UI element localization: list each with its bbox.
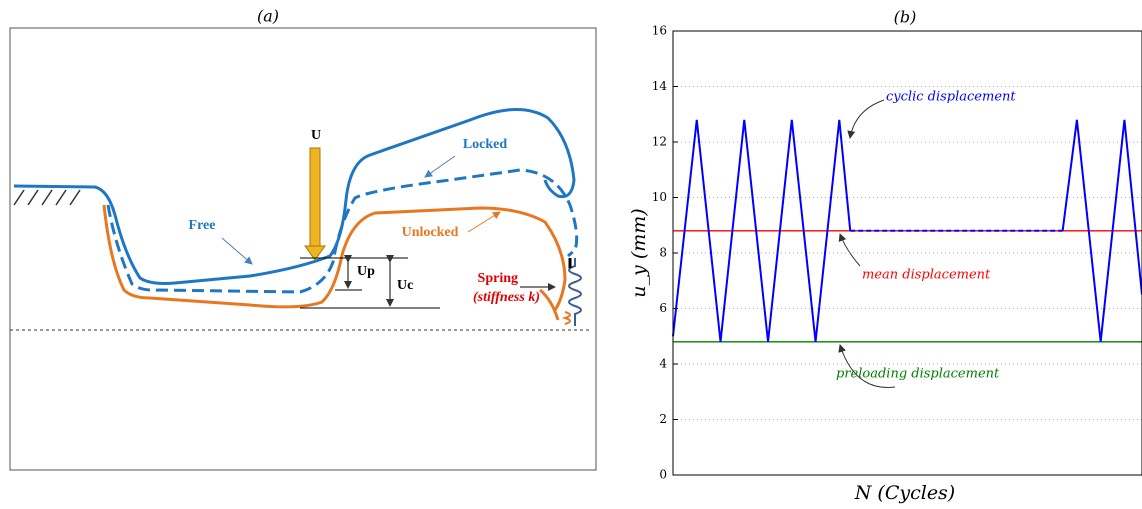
series-line — [1061, 119, 1142, 342]
locked-label: Locked — [463, 137, 508, 152]
y-tick-label: 0 — [659, 468, 667, 482]
plot-frame — [672, 30, 1142, 476]
y-tick-label: 8 — [659, 246, 667, 260]
y-tick-label: 10 — [652, 190, 667, 204]
y-tick-label: 14 — [652, 79, 668, 93]
y-tick-label: 16 — [652, 24, 667, 38]
uc-label: Uc — [397, 278, 413, 293]
spring-label: Spring — [478, 271, 518, 286]
annotation: mean displacement — [862, 268, 991, 283]
series-line — [672, 119, 852, 342]
panel-frame — [9, 27, 597, 471]
annotation: cyclic displacement — [886, 90, 1016, 105]
dimension-lines — [300, 255, 440, 309]
ground-hatch — [13, 189, 81, 206]
annotation: preloading displacement — [836, 367, 1000, 382]
y-tick-label: 6 — [659, 301, 667, 315]
panel-b: (b) N (Cycles) u_y (mm) cyclic displacem… — [628, 8, 1142, 504]
locked-dashed-curve — [106, 168, 579, 294]
free-label: Free — [189, 218, 216, 233]
unlocked-label: Unlocked — [402, 225, 459, 240]
unlocked-curve — [102, 204, 567, 311]
y-tick-label: 4 — [659, 357, 667, 371]
panel-a: (a) U Up Uc Spring (stiffness k) Free Lo… — [9, 7, 597, 471]
load-arrow — [309, 147, 321, 247]
y-tick-label: 12 — [652, 135, 667, 149]
spring — [568, 258, 582, 326]
y-axis-label: u_y (mm) — [628, 208, 650, 297]
stiffness-label: (stiffness k) — [473, 290, 540, 305]
load-label: U — [311, 128, 321, 143]
y-tick-label: 2 — [659, 412, 667, 426]
panel-title: (a) — [257, 7, 279, 26]
up-label: Up — [357, 264, 375, 279]
x-axis-label: N (Cycles) — [854, 482, 955, 504]
chart-title: (b) — [894, 8, 917, 27]
free-locked-curve — [13, 108, 576, 285]
